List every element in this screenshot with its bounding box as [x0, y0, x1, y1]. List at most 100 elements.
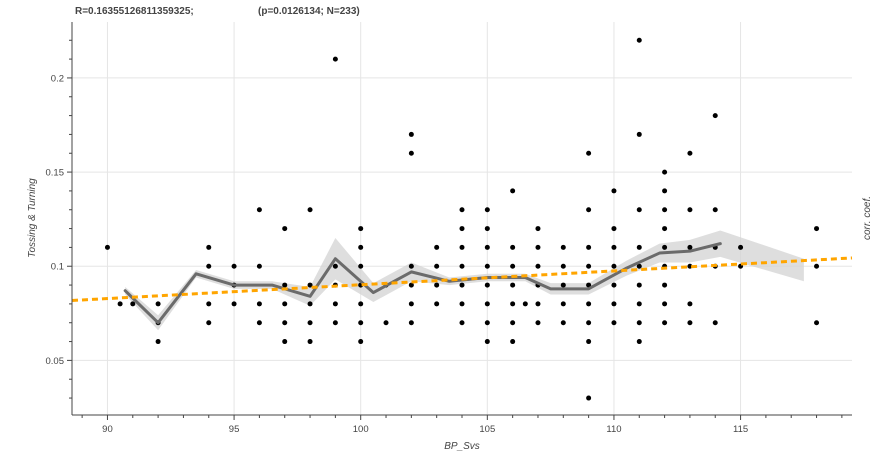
scatter-points-layer: [104, 37, 820, 401]
scatter-point: [586, 263, 592, 269]
scatter-point: [434, 263, 440, 269]
scatter-point: [662, 169, 668, 175]
y-tick-label: 0.1: [51, 262, 64, 273]
scatter-point: [484, 339, 490, 345]
scatter-point: [636, 244, 642, 250]
y-tick-label: 0.15: [46, 168, 65, 179]
scatter-point: [459, 263, 465, 269]
y-axis-title: Tossing & Turning: [27, 178, 38, 258]
scatter-point: [611, 188, 617, 194]
scatter-point: [510, 339, 516, 345]
scatter-point: [434, 282, 440, 288]
y-tick-label: 0.05: [46, 356, 65, 367]
scatter-point: [535, 301, 541, 307]
scatter-point: [522, 301, 528, 307]
scatter-point: [662, 207, 668, 213]
scatter-point: [434, 301, 440, 307]
scatter-point: [282, 339, 288, 345]
scatter-point: [484, 244, 490, 250]
scatter-point: [636, 37, 642, 43]
scatter-point: [510, 282, 516, 288]
smooth-trend-line: [123, 242, 722, 325]
scatter-point: [206, 301, 212, 307]
scatter-point: [155, 339, 161, 345]
x-tick-label: 115: [733, 424, 748, 435]
scatter-point: [636, 320, 642, 326]
scatter-point: [408, 263, 414, 269]
scatter-point: [383, 320, 389, 326]
scatter-point: [586, 395, 592, 401]
scatter-point: [636, 207, 642, 213]
scatter-point: [282, 301, 288, 307]
scatter-point: [535, 244, 541, 250]
scatter-point: [256, 301, 262, 307]
scatter-point: [206, 263, 212, 269]
scatter-point: [636, 263, 642, 269]
chart-title-stat: R=0.16355126811359325;: [75, 6, 194, 17]
scatter-point: [611, 263, 617, 269]
scatter-point: [662, 226, 668, 232]
scatter-point: [256, 263, 262, 269]
scatter-point: [206, 320, 212, 326]
scatter-point: [459, 244, 465, 250]
scatter-point: [560, 263, 566, 269]
chart-title-info: (p=0.0126134; N=233): [258, 6, 360, 17]
scatter-point: [332, 56, 338, 62]
scatter-point: [611, 226, 617, 232]
scatter-point: [611, 320, 617, 326]
scatter-point: [535, 226, 541, 232]
scatter-point: [459, 207, 465, 213]
x-tick-label: 95: [229, 424, 240, 435]
scatter-point: [408, 320, 414, 326]
scatter-point: [231, 263, 237, 269]
scatter-point: [307, 320, 313, 326]
scatter-point: [712, 320, 718, 326]
scatter-point: [408, 282, 414, 288]
scatter-point: [484, 320, 490, 326]
scatter-point: [662, 301, 668, 307]
scatter-point: [510, 301, 516, 307]
scatter-point: [687, 150, 693, 156]
regression-line: [71, 256, 853, 303]
scatter-point: [560, 301, 566, 307]
x-tick-label: 110: [606, 424, 621, 435]
scatter-point: [256, 320, 262, 326]
scatter-point: [459, 282, 465, 288]
scatter-point: [104, 244, 110, 250]
scatter-point: [586, 282, 592, 288]
scatter-point: [408, 150, 414, 156]
scatter-point: [459, 320, 465, 326]
scatter-point: [814, 226, 820, 232]
scatter-point: [687, 320, 693, 326]
scatter-point: [332, 263, 338, 269]
scatter-point: [611, 301, 617, 307]
scatter-point: [358, 226, 364, 232]
right-axis-title: corr. coef.: [862, 196, 873, 240]
scatter-point: [206, 244, 212, 250]
scatter-point: [282, 320, 288, 326]
scatter-point: [662, 188, 668, 194]
scatter-point: [130, 301, 136, 307]
scatter-point: [814, 263, 820, 269]
scatter-point: [510, 244, 516, 250]
scatter-point: [408, 301, 414, 307]
scatter-point: [560, 320, 566, 326]
scatter-point: [358, 263, 364, 269]
scatter-point: [814, 320, 820, 326]
scatter-point: [586, 339, 592, 345]
scatter-point: [510, 188, 516, 194]
scatter-point: [484, 301, 490, 307]
grid-lines: [72, 22, 852, 415]
scatter-point: [712, 113, 718, 119]
tick-labels: 90 95 100 105 110 115 0.05 0.1 0.15 0.2: [46, 73, 749, 435]
scatter-point: [662, 282, 668, 288]
scatter-point: [662, 320, 668, 326]
scatter-point: [586, 320, 592, 326]
scatter-point: [510, 320, 516, 326]
scatter-point: [687, 244, 693, 250]
y-tick-label: 0.2: [51, 73, 64, 84]
scatter-point: [687, 207, 693, 213]
scatter-point: [636, 301, 642, 307]
scatter-point: [560, 244, 566, 250]
scatter-point: [307, 339, 313, 345]
